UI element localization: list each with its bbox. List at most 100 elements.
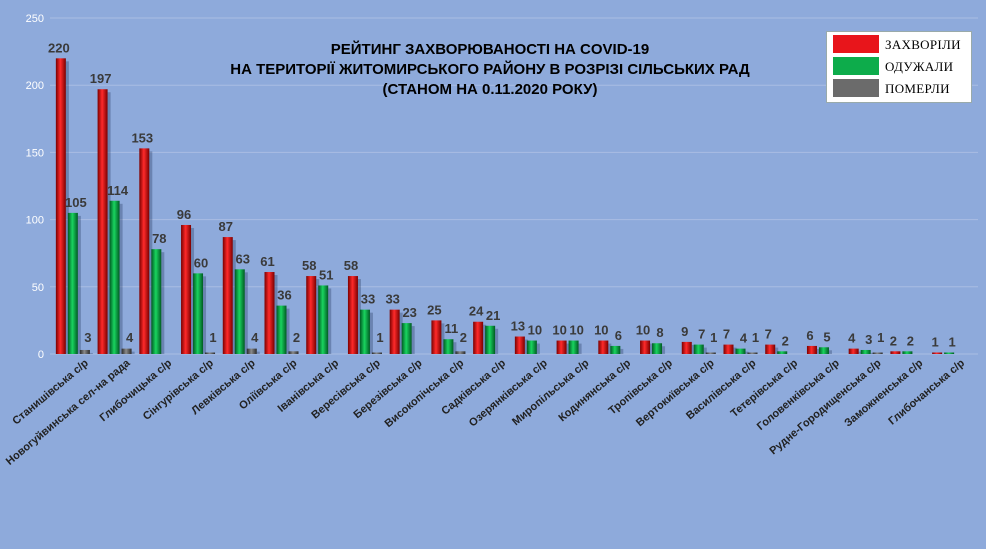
bar-shadow	[369, 312, 373, 354]
data-label-died: 3	[84, 330, 91, 345]
bar-shadow	[316, 279, 320, 354]
bars	[55, 58, 955, 355]
bar-shadow	[524, 339, 528, 354]
bar-recovered	[777, 351, 788, 354]
y-axis-ticks: 0 50 100 150 200 250	[26, 13, 44, 361]
category-label: Вертокиївська с/р	[634, 357, 717, 429]
bar-shadow	[203, 276, 207, 354]
data-label-sick: 10	[552, 323, 566, 338]
bar-shadow	[662, 346, 666, 354]
data-label-recovered: 1	[949, 335, 956, 350]
bar-shadow	[775, 347, 779, 354]
category-label: Станишівська с/р	[10, 357, 91, 427]
data-label-recovered: 78	[152, 231, 166, 246]
bar-died	[371, 352, 382, 354]
bar-recovered	[401, 323, 412, 354]
bar-recovered	[109, 200, 120, 354]
data-label-sick: 87	[219, 219, 233, 234]
data-label-recovered: 36	[277, 288, 291, 303]
bar-shadow	[232, 240, 236, 354]
bar-sick	[598, 340, 609, 354]
bar-recovered	[860, 349, 871, 354]
bar-sick	[97, 89, 108, 355]
bar-shadow	[256, 351, 260, 354]
bar-shadow	[119, 203, 123, 354]
data-label-recovered: 60	[194, 255, 208, 270]
data-label-sick: 1	[932, 335, 939, 350]
category-label: Глибочицька с/р	[98, 357, 175, 424]
bar-recovered	[318, 285, 329, 354]
category-label: Вересівська с/р	[309, 357, 383, 422]
data-label-sick: 96	[177, 207, 191, 222]
legend-swatch-sick	[833, 35, 879, 53]
bar-shadow	[107, 92, 111, 355]
bar-died	[455, 351, 466, 354]
data-label-sick: 33	[385, 292, 399, 307]
data-label-sick: 153	[131, 130, 153, 145]
bar-sick	[181, 224, 192, 354]
bar-sick	[932, 352, 943, 354]
category-label: Озерянківська с/р	[467, 357, 550, 429]
bar-sick	[139, 148, 150, 354]
bar-recovered	[818, 347, 829, 354]
bar-shadow	[608, 343, 612, 354]
bar-sick	[347, 276, 358, 354]
bar-shadow	[495, 328, 499, 354]
bar-shadow	[357, 279, 361, 354]
data-label-died: 1	[752, 330, 759, 345]
bar-recovered	[485, 325, 496, 354]
data-label-sick: 58	[302, 258, 316, 273]
data-label-recovered: 2	[782, 333, 789, 348]
legend: ЗАХВОРІЛИ ОДУЖАЛИ ПОМЕРЛИ	[826, 31, 972, 103]
data-label-recovered: 3	[865, 332, 872, 347]
bar-sick	[806, 345, 817, 354]
bar-shadow	[536, 343, 540, 354]
legend-label-recovered: ОДУЖАЛИ	[885, 59, 954, 74]
data-label-died: 1	[877, 330, 884, 345]
data-label-sick: 197	[90, 71, 112, 86]
bar-died	[79, 349, 90, 354]
bar-shadow	[89, 352, 93, 354]
bar-sick	[264, 272, 275, 354]
bar-died	[705, 352, 716, 354]
bar-recovered	[610, 345, 621, 354]
bar-shadow	[566, 343, 570, 354]
bar-recovered	[902, 351, 913, 354]
bar-sick	[640, 340, 651, 354]
bar-shadow	[858, 351, 862, 354]
bar-recovered	[443, 339, 454, 354]
data-label-died: 1	[710, 330, 717, 345]
data-label-recovered: 21	[486, 308, 500, 323]
data-label-sick: 13	[511, 319, 525, 334]
chart-title: РЕЙТИНГ ЗАХВОРЮВАНОСТІ НА COVID-19 НА ТЕ…	[210, 40, 770, 100]
data-label-sick: 220	[48, 40, 70, 55]
data-label-recovered: 51	[319, 267, 333, 282]
data-label-died: 1	[376, 330, 383, 345]
bar-shadow	[816, 348, 820, 354]
bar-sick	[306, 276, 317, 354]
chart-title-line-2: НА ТЕРИТОРІЇ ЖИТОМИРСЬКОГО РАЙОНУ В РОЗР…	[230, 61, 750, 78]
bar-sick	[389, 309, 400, 354]
bar-died	[205, 352, 216, 354]
chart-title-line-3: (СТАНОМ НА 0.11.2020 РОКУ)	[382, 81, 598, 98]
bar-recovered	[151, 249, 162, 354]
category-label: Високопічська с/р	[383, 357, 467, 430]
legend-item-recovered: ОДУЖАЛИ	[827, 54, 971, 76]
bar-shadow	[244, 272, 248, 354]
bar-sick	[556, 340, 567, 354]
bar-sick	[723, 344, 734, 354]
category-label: Василівська с/р	[684, 357, 759, 422]
y-tick-label: 200	[26, 80, 44, 92]
bar-recovered	[652, 343, 663, 354]
data-label-died: 2	[293, 330, 300, 345]
bar-recovered	[568, 340, 579, 354]
bar-shadow	[399, 312, 403, 354]
bar-sick	[55, 58, 66, 354]
bar-recovered	[944, 352, 955, 354]
bar-sick	[890, 351, 901, 354]
bar-sick	[765, 344, 776, 354]
bar-shadow	[441, 323, 445, 354]
bar-shadow	[286, 308, 290, 354]
bar-sick	[848, 348, 859, 354]
